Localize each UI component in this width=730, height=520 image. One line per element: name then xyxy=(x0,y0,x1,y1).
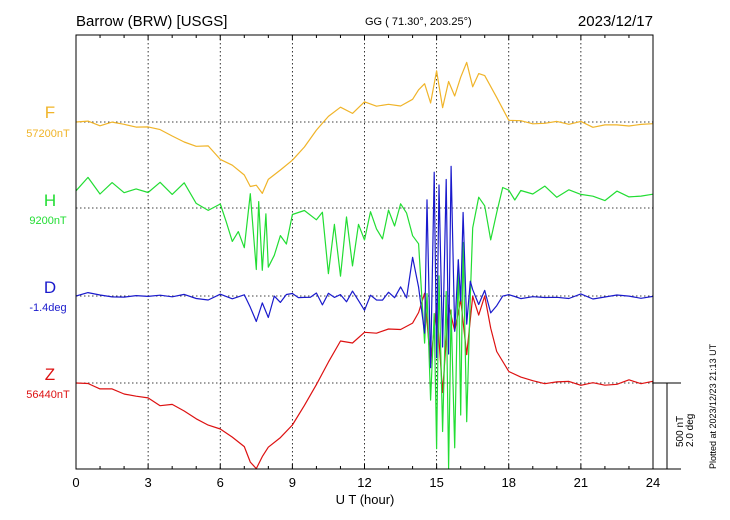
scale-bar-nt-label: 500 nT xyxy=(675,416,686,447)
x-axis-ticks: 0 3 6 9 12 15 18 21 24 xyxy=(72,35,660,490)
series-labels: F 57200nT H 9200nT D -1.4deg Z 56440nT xyxy=(26,103,70,401)
series-f-label: F xyxy=(45,103,55,122)
series-f-line xyxy=(76,61,653,194)
x-axis-label: U T (hour) xyxy=(336,492,395,507)
scale-bar-deg-label: 2.0 deg xyxy=(685,414,696,447)
chart-title: Barrow (BRW) [USGS] xyxy=(76,13,227,30)
series-d-line xyxy=(76,165,653,369)
chart-date: 2023/12/17 xyxy=(578,13,653,30)
series-h-label: H xyxy=(44,191,56,210)
series-z-baseline: 56440nT xyxy=(26,389,70,401)
plotted-timestamp: Plotted at 2023/12/23 21:13 UT xyxy=(708,343,718,469)
series-z-line xyxy=(76,292,653,469)
x-tick-label: 6 xyxy=(217,475,224,490)
x-tick-label: 12 xyxy=(357,475,371,490)
x-tick-label: 3 xyxy=(145,475,152,490)
traces xyxy=(76,61,653,469)
x-tick-label: 0 xyxy=(72,475,79,490)
grid xyxy=(76,35,653,469)
series-d-label: D xyxy=(44,278,56,297)
series-h-line xyxy=(76,176,653,469)
x-tick-label: 21 xyxy=(574,475,588,490)
x-tick-label: 9 xyxy=(289,475,296,490)
scale-bar: 500 nT 2.0 deg xyxy=(653,382,696,470)
x-tick-label: 24 xyxy=(646,475,660,490)
station-coordinates: GG ( 71.30°, 203.25°) xyxy=(365,16,472,28)
x-tick-label: 15 xyxy=(429,475,443,490)
series-f-baseline: 57200nT xyxy=(26,128,70,140)
series-z-label: Z xyxy=(45,365,55,384)
series-h-baseline: 9200nT xyxy=(29,215,67,227)
series-d-baseline: -1.4deg xyxy=(29,302,66,314)
x-tick-label: 18 xyxy=(502,475,516,490)
